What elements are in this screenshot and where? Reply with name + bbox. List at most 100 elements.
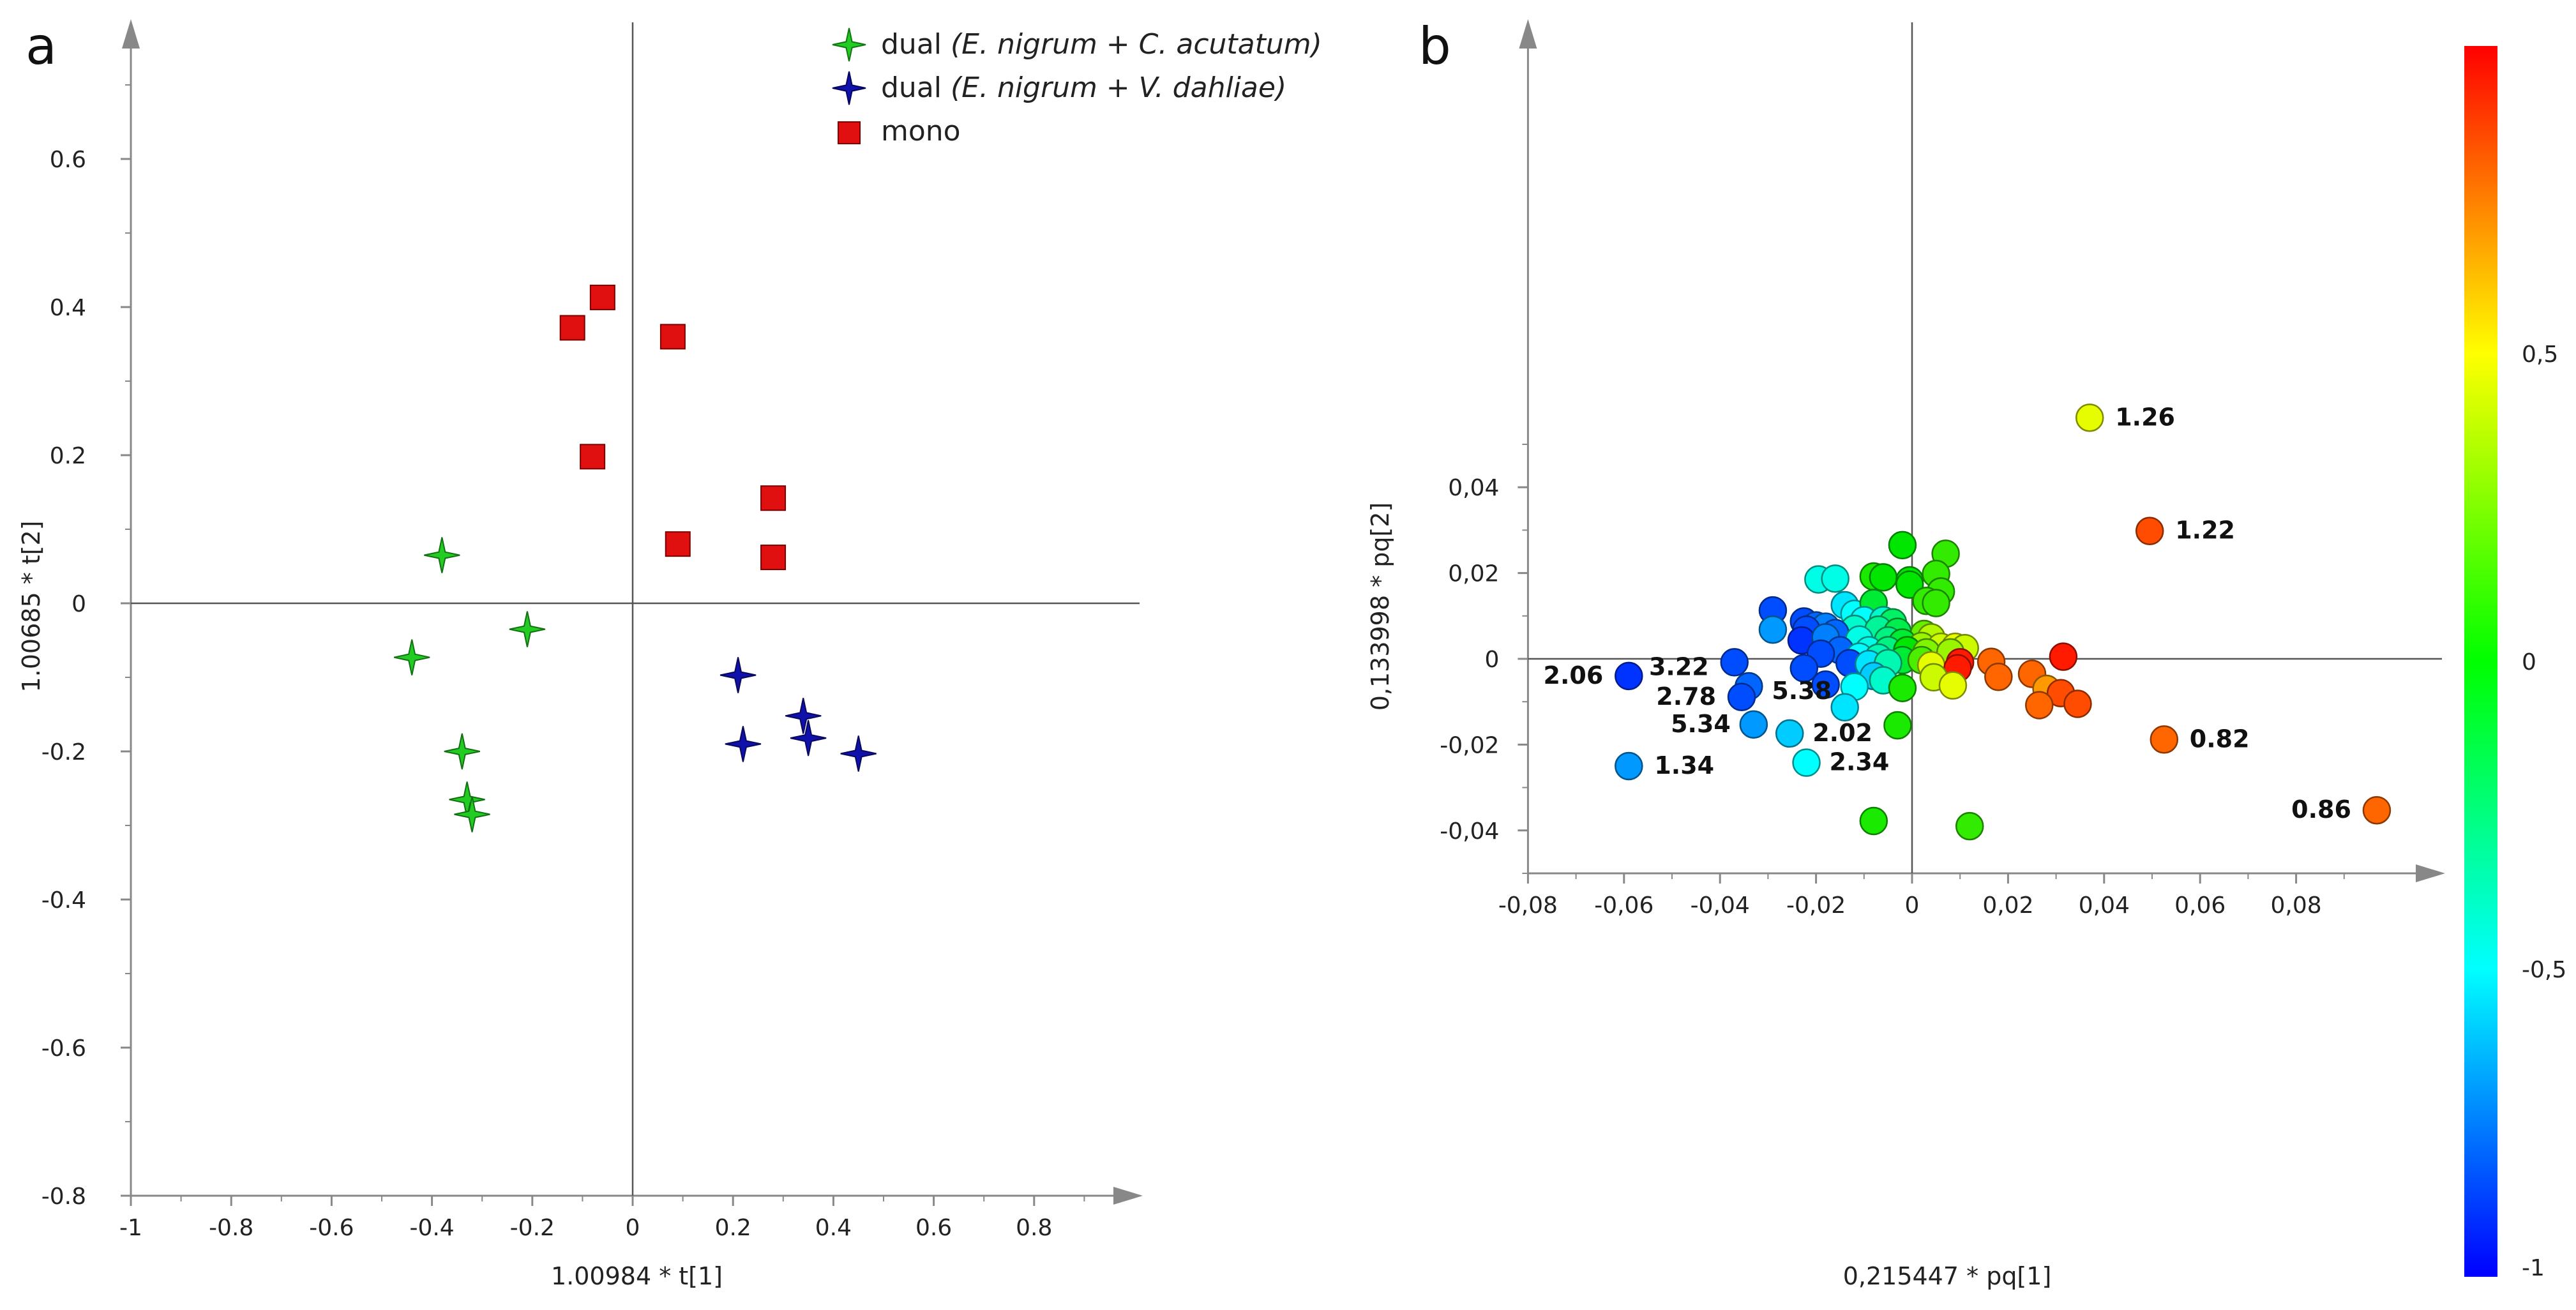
a-point-series-1 (454, 796, 490, 832)
colorbar-tick-label: -0,5 (2522, 957, 2566, 983)
a-legend-label-prefix: mono (881, 115, 961, 147)
a-point-series-2 (785, 698, 822, 734)
a-y-tick-label: 0 (72, 591, 86, 617)
colorbar: -1 -0,5 0 0,5 (2464, 46, 2566, 1281)
b-y-tick-label: -0,04 (1440, 818, 1499, 845)
b-y-tick-label: -0,02 (1440, 732, 1499, 758)
a-y-tick-label: -0.8 (41, 1184, 86, 1210)
a-x-tick-label: 0.2 (715, 1215, 751, 1241)
a-point-series-1 (424, 537, 460, 573)
a-point-series-3 (589, 284, 615, 310)
a-legend-label: dual (E. nigrum + C. acutatum) (881, 28, 1322, 61)
panel-b-letter: b (1419, 17, 1451, 76)
a-point-series-3 (665, 531, 691, 557)
b-loading-point (1720, 648, 1749, 677)
a-point-series-3 (580, 444, 606, 470)
b-loading-point (1955, 811, 1984, 841)
b-point-label: 2.06 (1544, 661, 1604, 689)
a-point-series-1 (393, 639, 430, 675)
colorbar-tick-label: 0 (2522, 649, 2536, 675)
b-x-tick-label: 0,04 (2079, 892, 2130, 919)
b-loading-point (1811, 670, 1840, 699)
b-loading-point (1883, 711, 1912, 740)
panel-a-letter: a (26, 17, 57, 76)
a-y-tick-label: -0.2 (41, 739, 86, 765)
b-loading-point (2075, 403, 2104, 432)
b-y-axis-label: 0,133998 * pq[2] (1366, 502, 1394, 711)
b-y-tick-label: 0 (1484, 647, 1499, 673)
b-x-axis-arrow (2416, 864, 2445, 882)
b-loading-point (2025, 691, 2054, 719)
a-y-tick-label: 0.6 (50, 147, 86, 173)
a-point-series-3 (760, 545, 787, 571)
b-x-tick-label: 0,08 (2271, 892, 2322, 919)
colorbar-gradient (2464, 46, 2497, 1277)
b-point-label: 5.34 (1671, 710, 1731, 738)
a-point-series-2 (719, 657, 757, 693)
panel-b-loadings: -0,08 -0,06 -0,04 -0,02 0 0,02 0,04 0,06 0,08 -0,… (1366, 19, 2445, 1290)
a-legend-label-italic: (E. nigrum + V. dahliae) (951, 72, 1286, 104)
b-loading-point (2362, 795, 2391, 825)
b-loading-point (1821, 564, 1849, 593)
b-point-label: 0.82 (2190, 725, 2250, 753)
b-loading-point (1869, 563, 1898, 592)
b-point-label: 5.38 (1772, 677, 1832, 705)
a-legend: dual (E. nigrum + C. acutatum)dual (E. n… (832, 27, 1322, 147)
b-point-label: 3.22 (1649, 652, 1709, 681)
b-loading-point (1615, 751, 1643, 781)
b-point-label: 2.34 (1830, 748, 1890, 776)
a-legend-label-prefix: dual (881, 72, 951, 104)
b-x-tick-label: 0,06 (2174, 892, 2226, 919)
a-x-tick-label: 0.6 (915, 1215, 952, 1241)
a-y-tick-label: -0.6 (41, 1035, 86, 1062)
a-x-tick-label: 0.4 (815, 1215, 852, 1241)
panel-a-scatter: -1 -0.8 -0.6 -0.4 -0.2 0 0.2 0.4 0.6 0.8 -0.8 -0.6 -… (17, 19, 1322, 1290)
a-point-series-2 (790, 719, 827, 757)
b-x-tick-label: 0,02 (1982, 892, 2033, 919)
b-point-label: 2.78 (1656, 682, 1716, 711)
b-loading-point (1888, 674, 1917, 702)
a-x-axis-arrow (1113, 1187, 1143, 1205)
b-loading-point (1615, 661, 1643, 691)
a-point-series-3 (659, 324, 686, 350)
b-loading-point (1792, 748, 1821, 777)
b-y-tick-label: 0,04 (1448, 475, 1499, 501)
b-loading-point (1859, 806, 1888, 836)
a-point-series-3 (559, 315, 585, 341)
b-x-tick-label: -0,04 (1691, 892, 1750, 919)
b-loading-point (1758, 615, 1788, 644)
b-loading-point (2150, 725, 2179, 754)
b-loading-point (1984, 662, 2013, 691)
b-loading-point (1739, 710, 1768, 739)
a-x-tick-label: -0.2 (510, 1215, 555, 1241)
a-x-tick-label: -1 (119, 1215, 142, 1241)
a-legend-marker (832, 27, 866, 62)
b-x-tick-label: 0 (1905, 892, 1920, 919)
b-loading-point (1922, 589, 1950, 617)
a-legend-label-italic: (E. nigrum + C. acutatum) (951, 28, 1322, 61)
b-loading-point (2049, 642, 2078, 671)
a-x-tick-label: -0.4 (409, 1215, 454, 1241)
b-loading-point (1938, 671, 1968, 700)
a-y-axis-arrow (122, 19, 140, 49)
a-legend-marker (838, 121, 861, 144)
b-point-label: 1.26 (2115, 403, 2175, 431)
a-y-tick-label: -0.4 (41, 887, 86, 914)
b-loading-point (2135, 516, 2164, 545)
a-x-tick-label: -0.8 (209, 1215, 253, 1241)
a-point-series-1 (509, 611, 546, 647)
a-point-series-2 (840, 735, 877, 772)
b-loading-point (1888, 531, 1917, 560)
a-legend-marker (832, 71, 866, 105)
colorbar-tick-label: 0,5 (2522, 342, 2558, 368)
a-point-series-1 (444, 733, 481, 770)
b-x-tick-label: -0,08 (1498, 892, 1558, 919)
a-point-series-2 (725, 726, 762, 762)
b-x-axis-label: 0,215447 * pq[1] (1843, 1262, 2052, 1290)
b-x-tick-label: -0,06 (1594, 892, 1653, 919)
b-loading-point (1830, 693, 1859, 722)
b-point-label: 2.02 (1812, 719, 1872, 747)
a-y-tick-label: 0.2 (50, 443, 86, 469)
b-loading-point (1789, 654, 1819, 683)
